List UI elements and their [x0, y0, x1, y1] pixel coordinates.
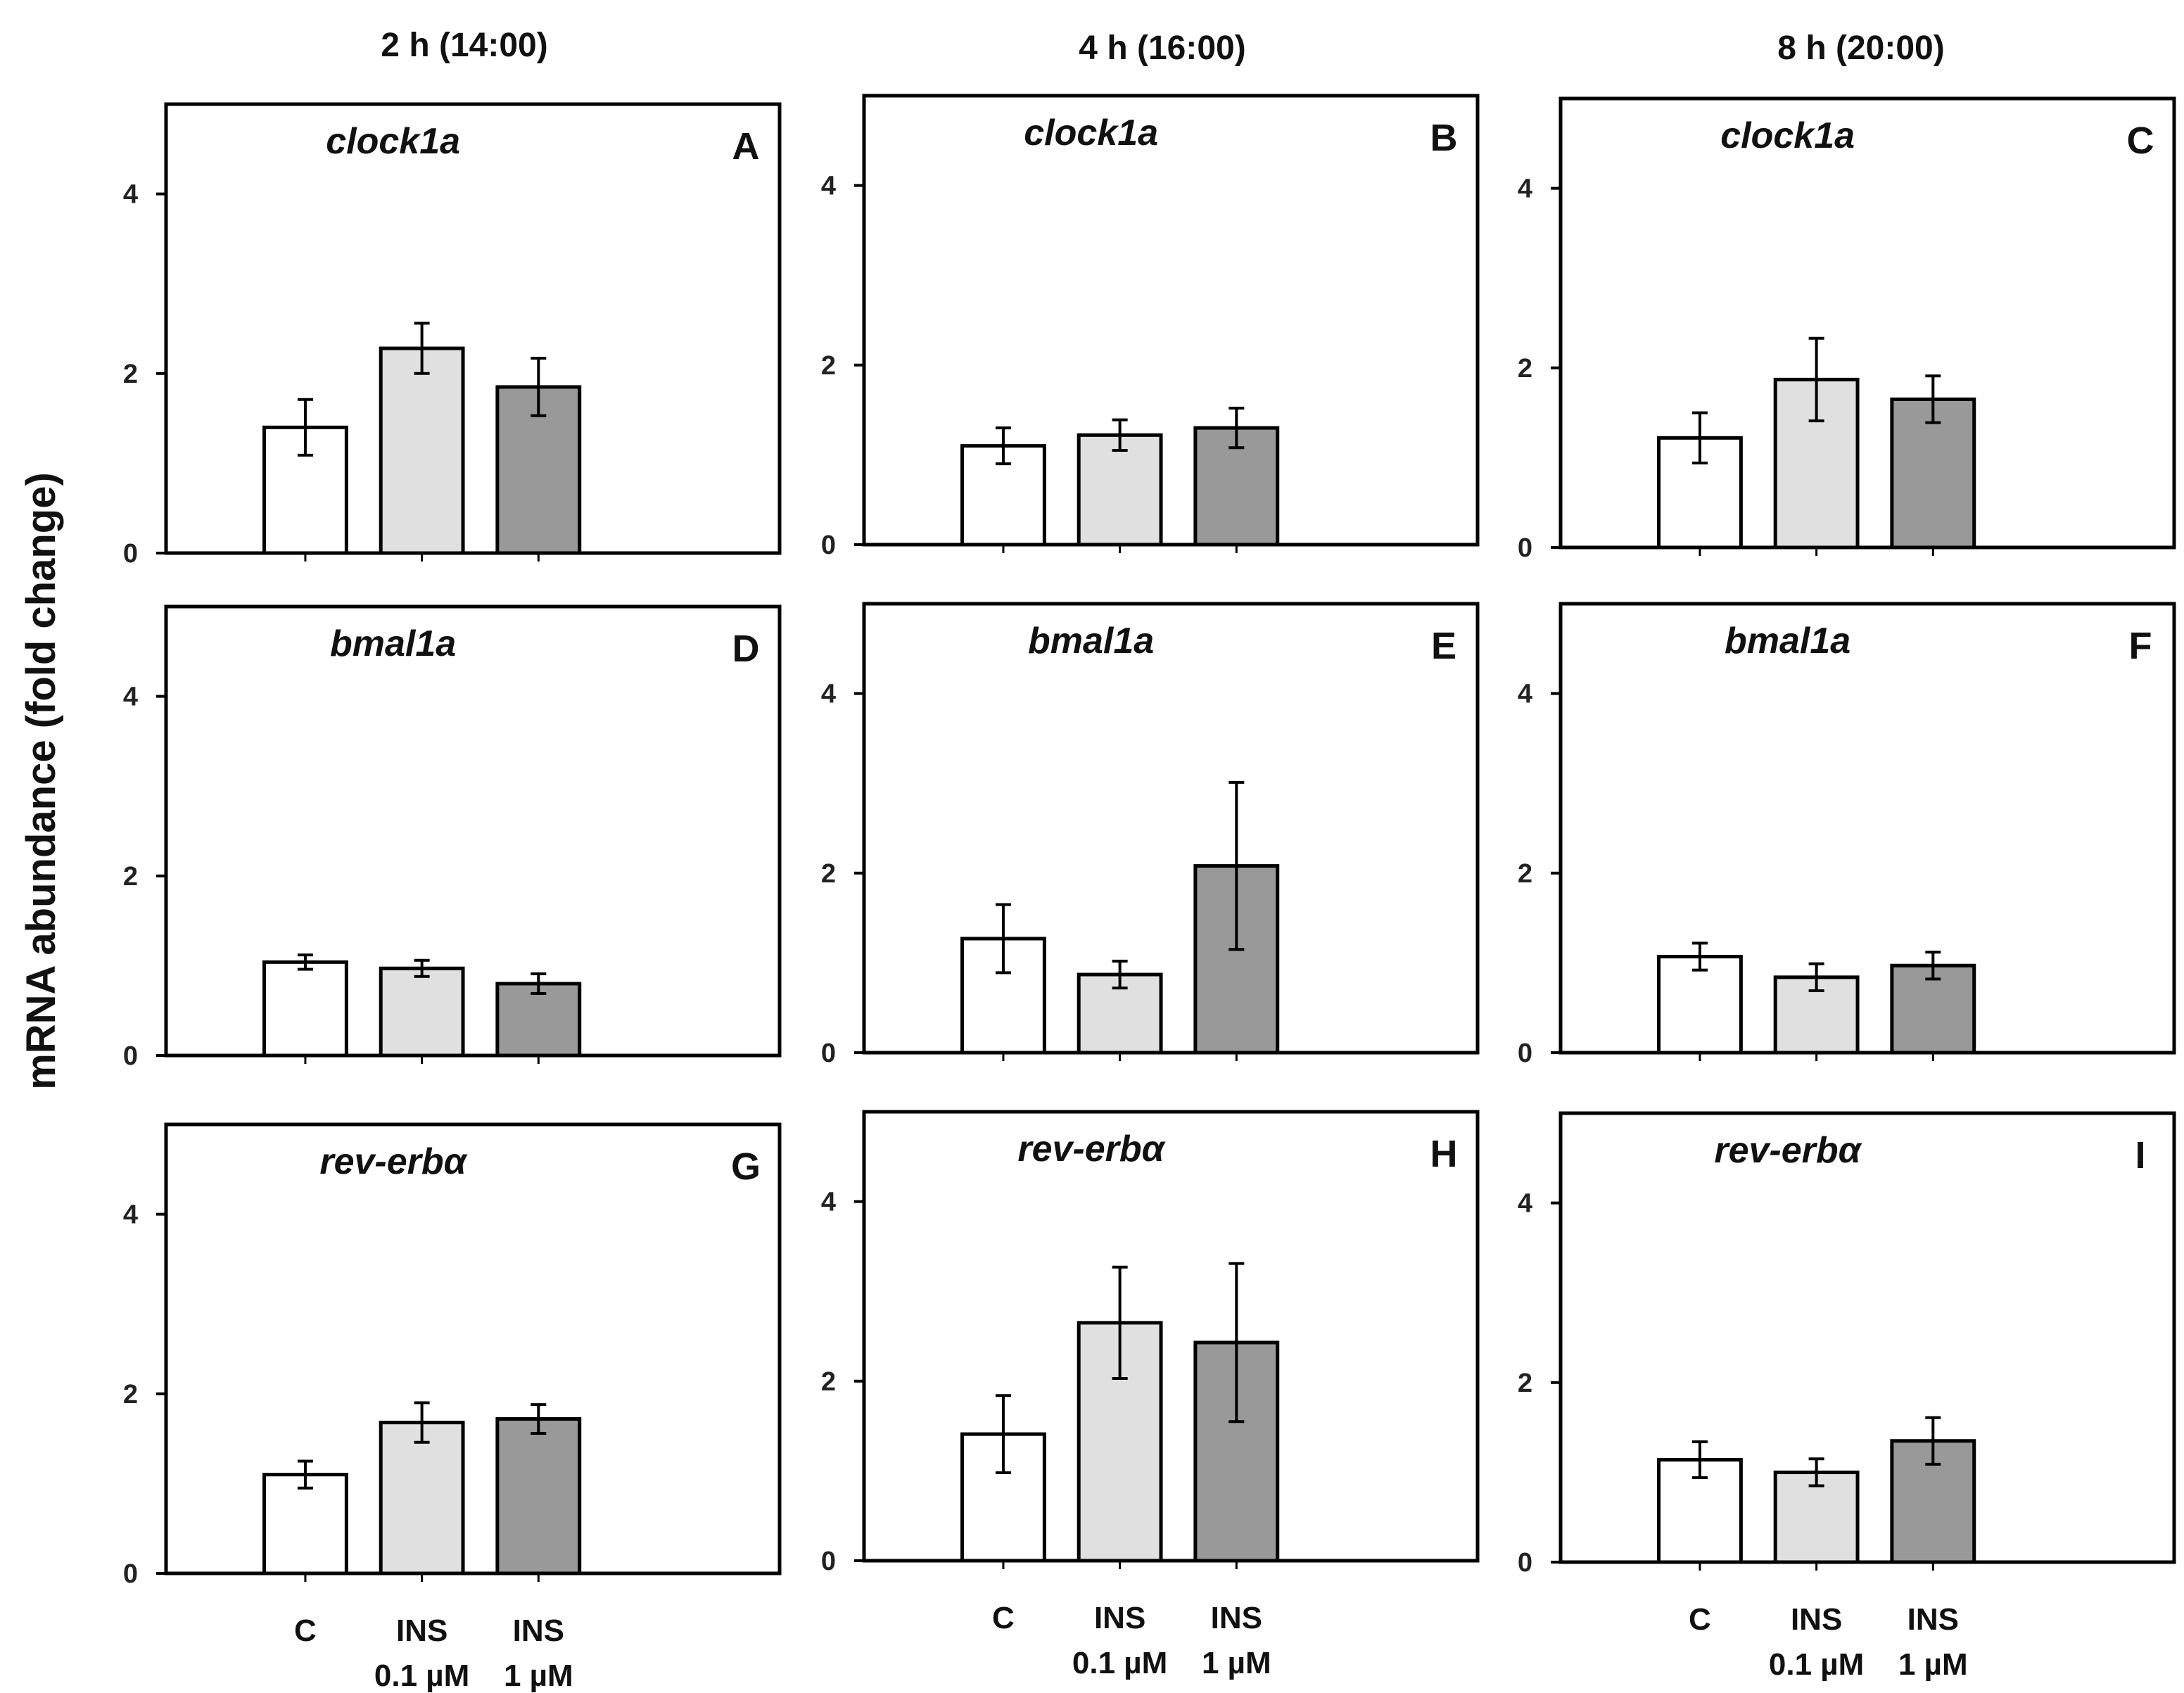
y-tick-label: 2	[123, 862, 138, 892]
gene-title: clock1a	[1720, 115, 1855, 156]
bar-A-ins-0-1uM	[379, 346, 465, 555]
panel-letter: A	[732, 125, 760, 167]
panel-A: 0 2 4 clock1a A	[123, 102, 782, 569]
gene-title: bmal1a	[1725, 621, 1850, 661]
category-label: 1 µM	[504, 1659, 573, 1693]
panel-G: 0 2 4 rev-erbα G	[123, 1122, 782, 1589]
panel-frame	[164, 604, 782, 1058]
y-tick-label: 0	[821, 1039, 836, 1068]
y-tick-label: 0	[821, 1547, 836, 1576]
gene-title: rev-erbα	[1017, 1129, 1166, 1169]
panel-frame	[862, 602, 1480, 1055]
category-label: INS	[1907, 1602, 1959, 1637]
panel-E: 0 2 4 bmal1a E	[821, 602, 1480, 1068]
category-label: 1 µM	[1898, 1647, 1968, 1682]
y-tick-label: 2	[1518, 859, 1532, 889]
panel-frame	[164, 1122, 782, 1575]
panel-frame	[862, 94, 1480, 547]
y-tick-label: 2	[1518, 354, 1532, 383]
panel-I: 0 2 4 rev-erbα I	[1518, 1111, 2176, 1578]
gene-title: rev-erbα	[1714, 1130, 1862, 1171]
gene-title: clock1a	[1024, 113, 1158, 153]
y-tick-label: 0	[123, 539, 138, 569]
panel-frame	[164, 102, 782, 555]
panel-letter: I	[2135, 1134, 2145, 1177]
category-labels: C INS 0.1 µM INS 1 µM C INS 0.1 µM INS 1 µM C INS 0.…	[294, 1601, 1968, 1693]
category-label: 0.1 µM	[374, 1659, 469, 1693]
category-label: 1 µM	[1202, 1646, 1271, 1680]
y-tick-label: 0	[1518, 1039, 1532, 1068]
y-tick-label: 0	[821, 531, 836, 560]
y-tick-label: 4	[821, 1188, 836, 1217]
y-tick-label: 2	[821, 859, 836, 889]
bar-D-ins-0-1uM	[379, 966, 465, 1058]
panels: 0 2 4 clock1a A 0 2 4 clock1a B 0 2 4 clock1a C 0 2 4 bmal…	[123, 94, 2176, 1589]
y-tick-label: 4	[1518, 680, 1532, 709]
panel-C: 0 2 4 clock1a C	[1518, 96, 2176, 563]
panel-letter: C	[2127, 120, 2154, 162]
y-axis-title: mRNA abundance (fold change)	[18, 472, 64, 1090]
y-tick-label: 4	[821, 172, 836, 201]
y-tick-label: 0	[123, 1041, 138, 1071]
bar-G-control	[262, 1473, 348, 1575]
category-label: C	[294, 1613, 317, 1648]
gene-title: rev-erbα	[319, 1141, 468, 1182]
y-tick-label: 2	[1518, 1369, 1532, 1398]
category-label: C	[1689, 1602, 1711, 1637]
column-title-2h: 2 h (14:00)	[381, 27, 547, 64]
bar-G-ins-0-1uM	[379, 1421, 465, 1575]
gene-title: clock1a	[326, 121, 460, 162]
y-tick-label: 4	[123, 180, 138, 210]
y-tick-label: 4	[123, 1200, 138, 1230]
panel-B: 0 2 4 clock1a B	[821, 94, 1480, 560]
y-tick-label: 0	[123, 1559, 138, 1589]
panel-F: 0 2 4 bmal1a F	[1518, 602, 2176, 1068]
panel-H: 0 2 4 rev-erbα H	[821, 1110, 1480, 1576]
bar-D-control	[262, 960, 348, 1058]
panel-frame	[1558, 1111, 2176, 1564]
panel-letter: B	[1430, 117, 1458, 159]
bar-G-ins-1uM	[495, 1417, 582, 1575]
category-label: INS	[513, 1613, 564, 1648]
y-tick-label: 4	[821, 680, 836, 709]
panel-frame	[1558, 602, 2176, 1055]
category-label: INS	[396, 1613, 447, 1648]
y-tick-label: 0	[1518, 1548, 1532, 1578]
category-label: INS	[1791, 1602, 1842, 1637]
panel-letter: G	[731, 1146, 761, 1188]
y-tick-label: 2	[123, 360, 138, 389]
panel-D: 0 2 4 bmal1a D	[123, 604, 782, 1071]
category-label: 0.1 µM	[1072, 1646, 1167, 1680]
column-title-4h: 4 h (16:00)	[1079, 30, 1245, 67]
panel-letter: F	[2129, 625, 2152, 667]
y-tick-label: 4	[123, 683, 138, 712]
category-label: INS	[1094, 1601, 1145, 1635]
y-tick-label: 4	[1518, 175, 1532, 204]
panel-letter: H	[1430, 1133, 1458, 1175]
column-title-8h: 8 h (20:00)	[1777, 30, 1944, 67]
panel-frame	[862, 1110, 1480, 1563]
category-label: 0.1 µM	[1769, 1647, 1864, 1682]
panel-frame	[1558, 96, 2176, 550]
category-label: C	[992, 1601, 1015, 1635]
gene-title: bmal1a	[1028, 621, 1154, 661]
panel-letter: E	[1431, 625, 1456, 667]
y-tick-label: 2	[821, 351, 836, 381]
category-label: INS	[1211, 1601, 1262, 1635]
y-tick-label: 0	[1518, 533, 1532, 563]
gene-title: bmal1a	[330, 623, 456, 664]
panel-letter: D	[732, 628, 760, 670]
y-tick-label: 4	[1518, 1189, 1532, 1219]
y-tick-label: 2	[123, 1380, 138, 1409]
y-tick-label: 2	[821, 1367, 836, 1397]
